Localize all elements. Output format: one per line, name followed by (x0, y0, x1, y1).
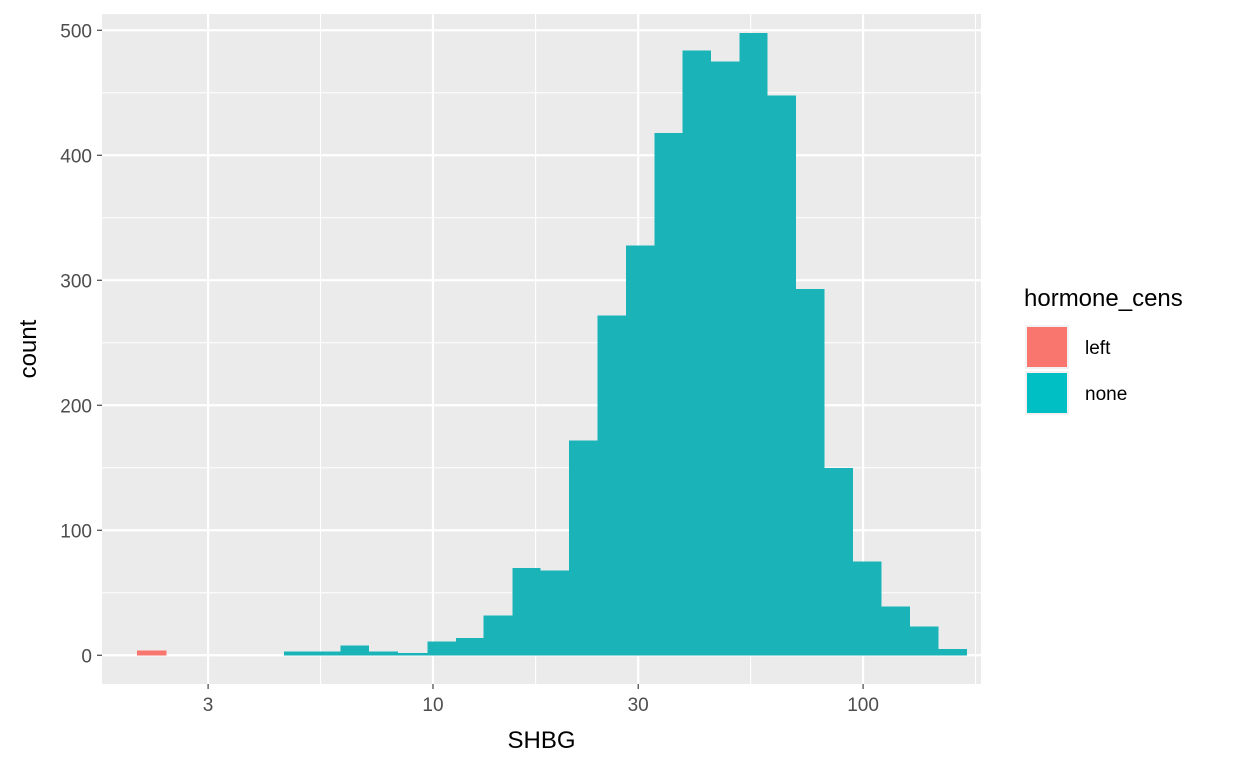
y-tick-label: 500 (60, 21, 92, 42)
y-axis: 0 100 200 300 400 500 (60, 21, 102, 667)
legend-label-left: left (1085, 338, 1111, 359)
bar-none (369, 651, 399, 656)
bar-none (314, 651, 341, 656)
x-axis: 3 10 30 100 (203, 684, 879, 716)
bar-none (824, 467, 854, 656)
y-tick-label: 400 (60, 146, 92, 167)
bar-none (340, 645, 370, 656)
x-tick-label: 3 (203, 695, 214, 716)
bar-none (739, 32, 768, 656)
bar-none (540, 570, 569, 656)
bar-none (283, 651, 315, 656)
bar-none (398, 652, 428, 656)
bar-none (853, 561, 882, 656)
bar-none (682, 50, 712, 656)
bar-left (136, 650, 167, 656)
bar-none (568, 440, 598, 656)
x-tick-label: 10 (422, 695, 443, 716)
bar-none (654, 132, 683, 656)
y-axis-title: count (15, 319, 42, 378)
bar-none (625, 245, 655, 656)
bar-none (455, 637, 484, 656)
legend-label-none: none (1085, 384, 1127, 405)
x-axis-title: SHBG (507, 727, 575, 754)
bar-none (711, 61, 740, 656)
legend-items: left none (1025, 325, 1127, 415)
bar-none (483, 615, 513, 656)
bar-none (597, 315, 626, 656)
bar-none (796, 289, 825, 656)
bar-none (909, 626, 939, 656)
bar-none (881, 606, 910, 656)
y-tick-label: 200 (60, 396, 92, 417)
legend-title: hormone_cens (1024, 285, 1183, 312)
legend: hormone_cens left none (1024, 285, 1183, 415)
x-tick-label: 100 (847, 695, 879, 716)
y-tick-label: 0 (81, 646, 92, 667)
bar-none (938, 649, 967, 656)
bar-none (767, 95, 797, 656)
bar-none (512, 567, 541, 656)
bar-none (427, 641, 456, 656)
y-tick-label: 300 (60, 271, 92, 292)
x-tick-label: 30 (628, 695, 649, 716)
legend-swatch-left (1027, 327, 1067, 367)
histogram-bars (136, 32, 967, 656)
y-tick-label: 100 (60, 521, 92, 542)
legend-swatch-none (1027, 373, 1067, 413)
